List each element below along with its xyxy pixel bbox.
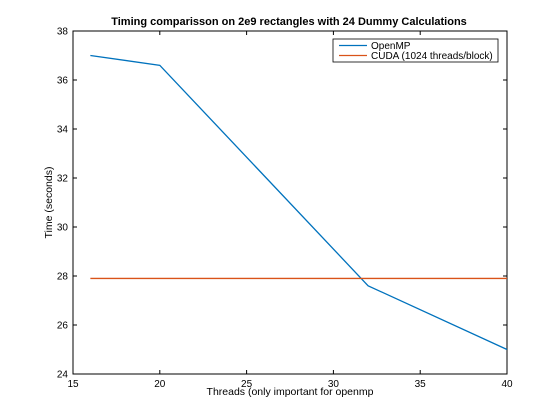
y-tick-label: 28 xyxy=(57,272,69,283)
chart-title: Timing comparisson on 2e9 rectangles wit… xyxy=(111,16,467,28)
y-tick-label: 30 xyxy=(57,223,69,234)
x-tick-label: 15 xyxy=(67,379,79,390)
y-tick-label: 32 xyxy=(57,174,69,185)
x-tick-label: 40 xyxy=(501,379,513,390)
y-tick-label: 34 xyxy=(57,125,69,136)
legend-label-openmp: OpenMP xyxy=(371,41,411,52)
y-tick-label: 36 xyxy=(57,76,69,87)
x-tick-label: 25 xyxy=(241,379,253,390)
y-tick-label: 26 xyxy=(57,321,69,332)
y-axis-label: Time (seconds) xyxy=(43,167,55,239)
y-tick-label: 38 xyxy=(57,27,69,38)
legend-box xyxy=(332,38,499,63)
y-tick-label: 24 xyxy=(57,370,69,381)
x-tick-label: 20 xyxy=(154,379,166,390)
x-tick-label: 30 xyxy=(328,379,340,390)
x-tick-label: 35 xyxy=(415,379,427,390)
x-axis-label: Threads (only important for openmp xyxy=(207,386,374,398)
series-line-openmp xyxy=(90,54,508,351)
legend: OpenMP CUDA (1024 threads/block) xyxy=(332,38,499,63)
axis-ticks: 15 20 25 30 35 40 24 26 28 30 32 34 36 38 xyxy=(57,27,513,391)
legend-label-cuda: CUDA (1024 threads/block) xyxy=(371,51,493,62)
series-lines xyxy=(90,54,508,351)
